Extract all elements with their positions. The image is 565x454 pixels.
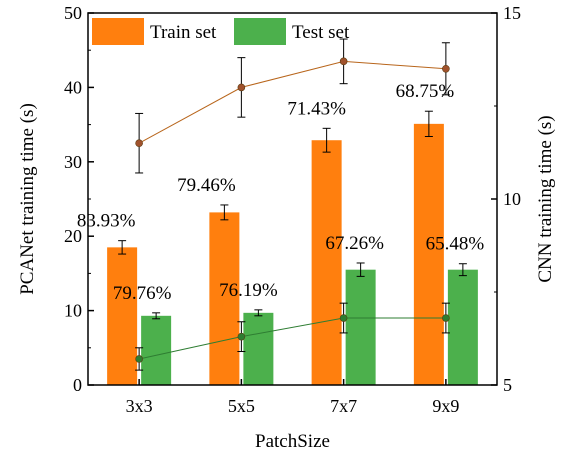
- train-accuracy-label-5x5: 79.46%: [177, 175, 236, 196]
- right-axis-title: CNN training time (s): [535, 115, 556, 282]
- train-bar-3x3: [107, 247, 138, 385]
- left-axis-tick-label: 20: [64, 226, 82, 246]
- train-accuracy-label-7x7: 71.43%: [287, 98, 346, 119]
- test-accuracy-label-9x9: 65.48%: [426, 234, 485, 255]
- legend-label-test: Test set: [292, 22, 350, 43]
- train-bar-5x5: [209, 212, 240, 385]
- legend-swatch-test: [234, 18, 286, 45]
- train-bar-7x7: [311, 140, 342, 385]
- right-axis-tick-label: 5: [503, 375, 512, 395]
- train-cnn-point-3x3: [135, 139, 143, 147]
- test-bar-5x5: [243, 312, 274, 385]
- left-axis-tick-label: 30: [64, 152, 82, 172]
- test-cnn-point-9x9: [442, 314, 450, 322]
- test-accuracy-label-7x7: 67.26%: [325, 233, 384, 254]
- test-bar-9x9: [447, 269, 478, 385]
- train-accuracy-label-3x3: 83.93%: [77, 211, 136, 232]
- left-axis-title: PCANet training time (s): [17, 103, 38, 295]
- train-cnn-line: [138, 60, 446, 144]
- test-cnn-point-5x5: [237, 332, 246, 341]
- right-axis-tick-label: 10: [503, 189, 521, 209]
- train-cnn-point-9x9: [442, 65, 450, 73]
- left-axis-tick-label: 50: [64, 3, 82, 23]
- legend-swatch-train: [92, 18, 144, 45]
- test-cnn-point-3x3: [135, 355, 143, 363]
- train-cnn-point-7x7: [339, 57, 348, 66]
- left-axis-tick-label: 0: [73, 375, 82, 395]
- x-axis-tick-label-9x9: 9x9: [432, 396, 459, 416]
- x-axis-tick-label-7x7: 7x7: [330, 396, 357, 416]
- right-axis-tick-label: 15: [503, 3, 521, 23]
- train-accuracy-label-9x9: 68.75%: [396, 81, 455, 102]
- legend-label-train: Train set: [150, 22, 217, 43]
- test-accuracy-label-3x3: 79.76%: [113, 283, 172, 304]
- left-axis-tick-label: 40: [64, 77, 82, 97]
- test-bar-3x3: [141, 315, 172, 385]
- test-cnn-point-7x7: [339, 314, 348, 322]
- left-axis-tick-label: 10: [64, 301, 82, 321]
- x-axis-title: PatchSize: [255, 431, 330, 452]
- train-bar-9x9: [413, 123, 444, 385]
- test-cnn-line: [139, 317, 446, 360]
- train-cnn-point-5x5: [237, 83, 246, 92]
- x-axis-tick-label-5x5: 5x5: [228, 396, 255, 416]
- test-bar-7x7: [345, 269, 376, 385]
- test-accuracy-label-5x5: 76.19%: [219, 280, 278, 301]
- x-axis-tick-label-3x3: 3x3: [126, 396, 153, 416]
